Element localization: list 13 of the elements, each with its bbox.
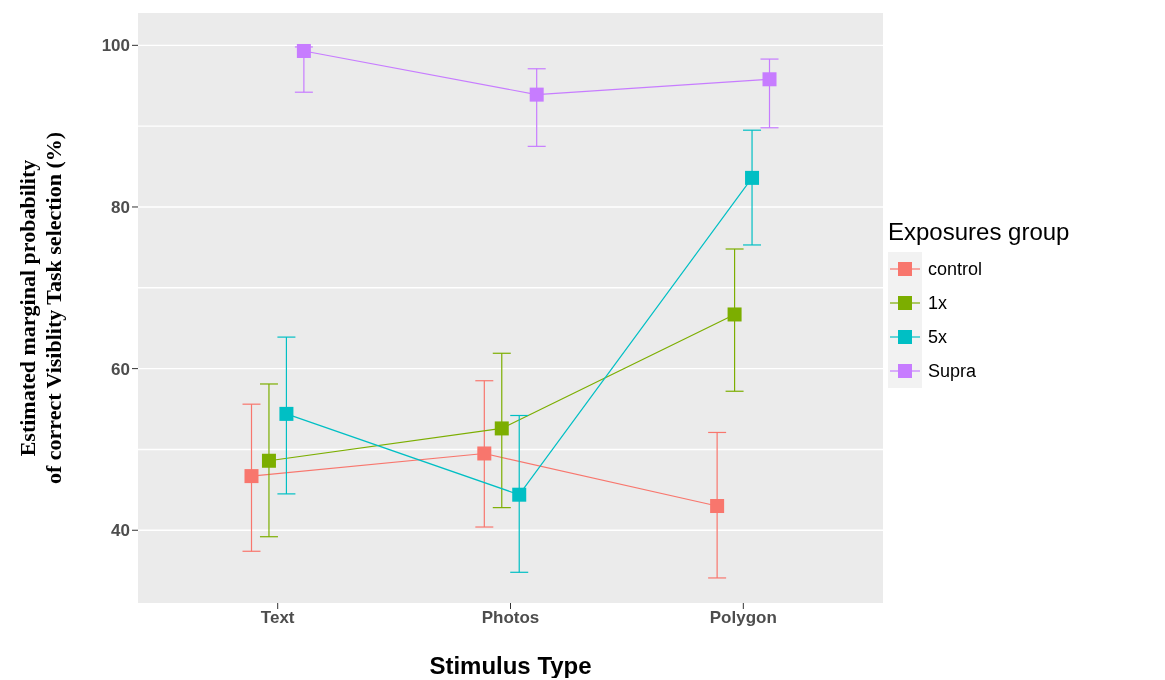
legend-label: 5x: [928, 326, 948, 348]
y-tick-label: 60: [111, 359, 130, 379]
x-tick-label: Text: [260, 608, 295, 628]
y-axis-title: Estimated marginal probability of correct Visiblity Task selection (%): [15, 131, 66, 485]
legend-label: 1x: [928, 292, 948, 314]
x-tick-label: Polygon: [709, 608, 777, 628]
x-tick-label: Photos: [481, 608, 540, 628]
legend-title: Exposures group: [888, 218, 1070, 246]
legend-label: control: [928, 258, 983, 280]
legend-label: Supra: [928, 360, 977, 382]
y-tick-label: 100: [101, 36, 130, 56]
y-tick-label: 80: [111, 198, 130, 218]
y-tick-label: 40: [111, 521, 130, 541]
